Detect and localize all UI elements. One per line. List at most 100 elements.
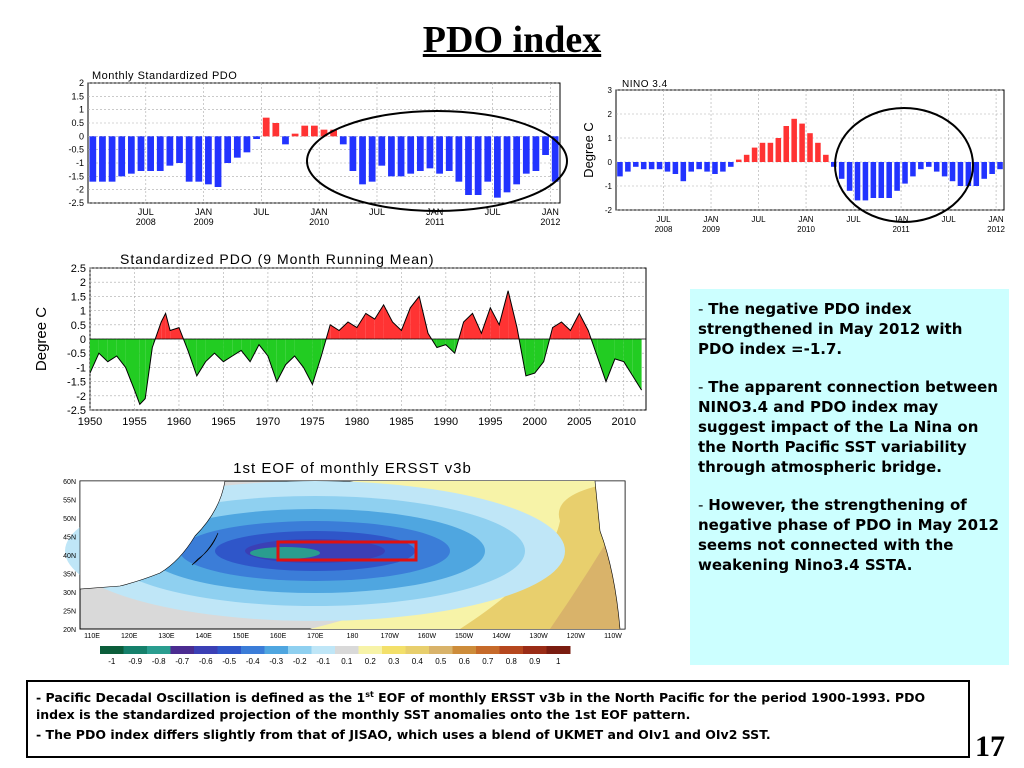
bar (397, 136, 405, 177)
x-tick-label: JUL (138, 207, 154, 217)
asia-land (79, 480, 226, 590)
lat-label: 40N (63, 553, 76, 560)
bar (291, 133, 299, 137)
colorbar-label: -0.2 (293, 657, 307, 666)
negative-area (294, 339, 304, 368)
bar (941, 162, 948, 177)
negative-area (116, 339, 126, 368)
bar (214, 136, 222, 187)
definition-note: - Pacific Decadal Oscillation is defined… (26, 680, 970, 758)
bar (648, 162, 655, 170)
x-tick-label: JUL (846, 215, 861, 224)
bar (926, 162, 932, 167)
colorbar-swatch (405, 646, 430, 654)
negative-area (241, 339, 251, 362)
negative-area (139, 339, 146, 405)
bar (436, 136, 443, 174)
x-tick-label: 1990 (434, 416, 458, 428)
bar (759, 142, 766, 162)
y-tick-label: 0.5 (71, 118, 84, 128)
bar (166, 136, 174, 166)
x-tick-label: JUL (656, 215, 671, 224)
bar (118, 136, 126, 177)
y-tick-label: 0 (608, 158, 613, 167)
y-tick-label: 0 (80, 334, 86, 346)
negative-area (534, 339, 544, 374)
lon-label: 160E (270, 633, 287, 640)
lon-label: 120E (121, 633, 138, 640)
bar (735, 159, 742, 162)
bar (981, 162, 987, 179)
y-tick-label: -1 (76, 362, 86, 374)
bar (997, 162, 1003, 170)
lon-label: 150W (455, 633, 474, 640)
negative-area (205, 339, 215, 362)
bar (775, 138, 782, 162)
bar (426, 136, 434, 169)
bar (176, 136, 183, 163)
negative-area (107, 339, 117, 362)
x-tick-year: 2012 (987, 225, 1005, 234)
bar (416, 136, 424, 171)
bar (445, 136, 453, 171)
bar (830, 162, 837, 167)
y-tick-label: 3 (608, 86, 613, 95)
colorbar-swatch (335, 646, 359, 654)
chart-title: 1st EOF of monthly ERSST v3b (233, 460, 472, 477)
bar (282, 136, 289, 145)
colorbar-label: 0.1 (341, 657, 353, 666)
bar (973, 162, 980, 186)
bar (807, 133, 813, 162)
x-tick-label: JAN (426, 207, 443, 217)
x-tick-label: 1960 (167, 416, 191, 428)
x-tick-label: 1965 (211, 416, 235, 428)
bar (720, 162, 726, 172)
y-tick-label: -2 (76, 391, 86, 403)
lat-label: 45N (63, 535, 76, 542)
bar (513, 136, 521, 185)
x-tick-label: JUL (941, 215, 956, 224)
colorbar-label: 1 (556, 657, 561, 666)
colorbar-label: -0.5 (222, 657, 236, 666)
bar (640, 162, 647, 170)
negative-area (90, 339, 99, 374)
negative-area (134, 339, 140, 405)
negative-area (632, 339, 642, 391)
bar (712, 162, 718, 174)
bar (253, 136, 260, 139)
bar (625, 162, 631, 172)
colorbar-label: -0.1 (316, 657, 330, 666)
y-tick-label: 0 (79, 131, 84, 141)
positive-area (374, 304, 384, 339)
bar (224, 136, 232, 163)
page-number: 17 (975, 730, 1005, 763)
north-america-land (594, 480, 626, 630)
positive-area (508, 290, 517, 339)
colorbar-swatch (194, 646, 218, 654)
chart-title: Monthly Standardized PDO (92, 70, 237, 82)
positive-area (339, 322, 348, 339)
x-tick-label: 2005 (567, 416, 591, 428)
bar (455, 136, 463, 182)
x-tick-label: JUL (369, 207, 385, 217)
colorbar-label: 0.7 (482, 657, 494, 666)
x-tick-label: 1970 (256, 416, 280, 428)
lat-label: 30N (63, 590, 76, 597)
y-tick-label: -1.5 (67, 377, 86, 389)
bar (137, 136, 145, 171)
colorbar-label: -0.4 (246, 657, 260, 666)
y-tick-label: 2.5 (71, 263, 86, 275)
x-tick-label: JAN (703, 215, 718, 224)
x-tick-label: 2010 (612, 416, 636, 428)
bar (330, 129, 338, 137)
colorbar-label: 0.6 (459, 657, 471, 666)
bar (870, 162, 877, 198)
bar (933, 162, 940, 172)
y-tick-label: 2 (80, 277, 86, 289)
lon-label: 140E (195, 633, 212, 640)
bar (910, 162, 916, 177)
negative-area (614, 339, 624, 362)
bar (195, 136, 203, 182)
bar (99, 136, 106, 182)
